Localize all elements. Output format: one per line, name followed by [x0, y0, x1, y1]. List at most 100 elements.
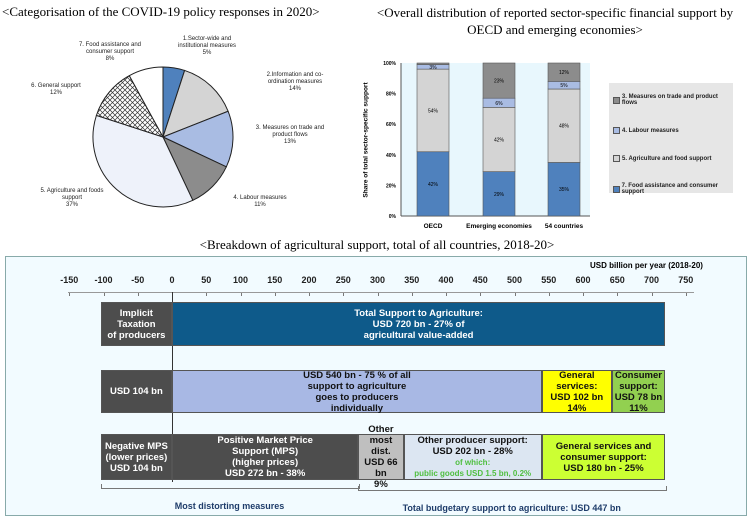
pie-title: <Categorisation of the COVID-19 policy r…: [2, 4, 320, 19]
legend-swatch: [613, 127, 620, 134]
legend-label: 4. Labour measures: [622, 127, 679, 134]
bar-value-label: 54%: [428, 108, 439, 114]
slice-name: 7. Food assistance and consumer support: [78, 42, 142, 55]
slice-name: 4. Labour measures: [233, 195, 287, 201]
pie-slice-label: 4. Labour measures 11%: [220, 195, 300, 209]
legend-label: 5. Agriculture and food support: [622, 155, 712, 162]
segment-text: General services: USD 102 bn 14%: [550, 369, 604, 414]
x-tick-label: 600: [575, 275, 591, 285]
pie-slice: [128, 66, 164, 138]
segment-text: USD 104 bn: [109, 386, 163, 397]
slice-value: 14%: [288, 86, 301, 92]
bar-segment: [416, 151, 450, 217]
x-tick-label: 400: [438, 275, 454, 285]
x-tick-label: 450: [472, 275, 488, 285]
bar-value-label: 48%: [559, 124, 570, 130]
tick-mark: [411, 293, 413, 296]
x-tick-label: 50: [201, 275, 212, 285]
tick-mark: [446, 293, 447, 296]
x-tick-label: -150: [60, 275, 79, 285]
category-label: OECD: [424, 223, 443, 230]
tick-mark: [548, 293, 550, 296]
pie-slice-label: 1.Sector-wide and institutional measures…: [167, 36, 247, 57]
bracket-label: Total budgetary support to agriculture: …: [402, 503, 621, 513]
pie-slice-label: 3. Measures on trade and product flows 13…: [250, 125, 330, 146]
segment-text: Total Support to Agriculture: USD 720 bn …: [354, 307, 483, 341]
bar-title: <Overall distribution of reported sector…: [356, 4, 754, 38]
bracket: [100, 484, 361, 489]
tick-mark: [583, 293, 584, 296]
bar-segment: [547, 162, 581, 217]
bar-value-label: 42%: [428, 182, 439, 188]
legend-item: 3. Measures on trade and product flows: [613, 94, 733, 106]
legend-label: 7. Food assistance and consumer support: [621, 183, 718, 195]
slice-value: 5%: [202, 50, 212, 56]
breakdown-segment: Other producer support: USD 202 bn - 28% o…: [403, 434, 542, 480]
bar-value-label: 6%: [495, 101, 503, 107]
x-tick-label: 250: [335, 275, 351, 285]
breakdown-segment: Consumer support: USD 78 bn 11%: [611, 369, 666, 414]
bar-title-line1: <Overall distribution of reported sector…: [376, 5, 734, 20]
breakdown-title: <Breakdown of agricultural support, tota…: [199, 237, 555, 252]
x-tick-label: -50: [131, 275, 145, 285]
tick-mark: [206, 293, 208, 296]
bar-value-label: 29%: [494, 192, 505, 198]
bar-segment: [482, 62, 516, 99]
tick-mark: [274, 293, 276, 296]
bar-value-label: 42%: [494, 138, 505, 144]
tick-mark: [240, 293, 242, 296]
tick-mark: [651, 293, 653, 296]
tick-mark: [309, 293, 310, 296]
x-tick-label: 300: [369, 275, 386, 285]
slice-value: 11%: [254, 202, 266, 208]
slice-value: 12%: [49, 90, 62, 96]
breakdown-segment: Total Support to Agriculture: USD 720 bn …: [172, 302, 666, 346]
segment-text: Other producer support: USD 202 bn - 28% o…: [414, 435, 532, 478]
slice-name: 1.Sector-wide and institutional measures: [177, 36, 237, 49]
segment-text: Consumer support: USD 78 bn 11%: [614, 369, 663, 414]
slice-name: 6. General support: [31, 83, 81, 89]
segment-text: Positive Market Price Support (MPS) (highe…: [217, 435, 313, 479]
tick-mark: [514, 293, 516, 296]
segment-text: General services and consumer support: USD…: [555, 440, 652, 474]
segment-note: of which: public goods USD 1.5 bn, 0.2%: [414, 458, 532, 478]
category-label: Emerging economies: [466, 223, 532, 230]
bracket: [358, 486, 668, 491]
tick-mark: [617, 293, 619, 296]
legend-item: 4. Labour measures: [613, 127, 733, 134]
pie-slice-label: 6. General support 12%: [16, 83, 96, 97]
x-tick-label: 700: [643, 275, 660, 285]
legend-item: 5. Agriculture and food support: [613, 155, 733, 162]
bar-segment: [482, 171, 516, 217]
slice-value: 13%: [283, 139, 296, 145]
x-tick-label: 550: [541, 275, 557, 285]
legend-swatch: [613, 96, 620, 104]
bar-value-label: 5%: [560, 83, 568, 89]
bar-segment: [547, 62, 581, 82]
x-tick-label: 150: [267, 275, 283, 285]
bar-segment: [416, 62, 450, 65]
category-label: 54 countries: [545, 223, 584, 230]
pie-slice-label: 7. Food assistance and consumer support 8…: [70, 42, 150, 63]
x-tick-label: 100: [232, 275, 249, 285]
x-tick-label: 200: [301, 275, 317, 285]
breakdown-segment: USD 104 bn: [100, 370, 172, 413]
x-axis-line: [68, 292, 694, 293]
y-tick-label: 20%: [386, 183, 397, 189]
pie-slice: [162, 69, 229, 138]
breakdown-segment: Implicit Taxation of producers: [100, 302, 172, 346]
bar-value-label: 23%: [494, 79, 505, 85]
y-tick-label: 60%: [386, 122, 397, 128]
segment-text: Negative MPS (lower prices) USD 104 bn: [104, 440, 168, 474]
unit-label: USD billion per year (2018-20): [590, 261, 703, 270]
breakdown-segment: General services and consumer support: USD…: [541, 434, 666, 480]
tick-mark: [685, 293, 687, 296]
pie-slice: [161, 110, 234, 168]
legend-swatch: [613, 155, 620, 162]
tick-mark: [137, 293, 139, 296]
segment-text: Other most dist. USD 66 bn 9%: [364, 424, 398, 490]
pie-slice-label: 5. Agriculture and foods support 37%: [32, 188, 112, 209]
x-tick-label: 0: [169, 275, 175, 285]
breakdown-segment: Negative MPS (lower prices) USD 104 bn: [100, 434, 172, 480]
bar-value-label: 3%: [429, 65, 437, 71]
